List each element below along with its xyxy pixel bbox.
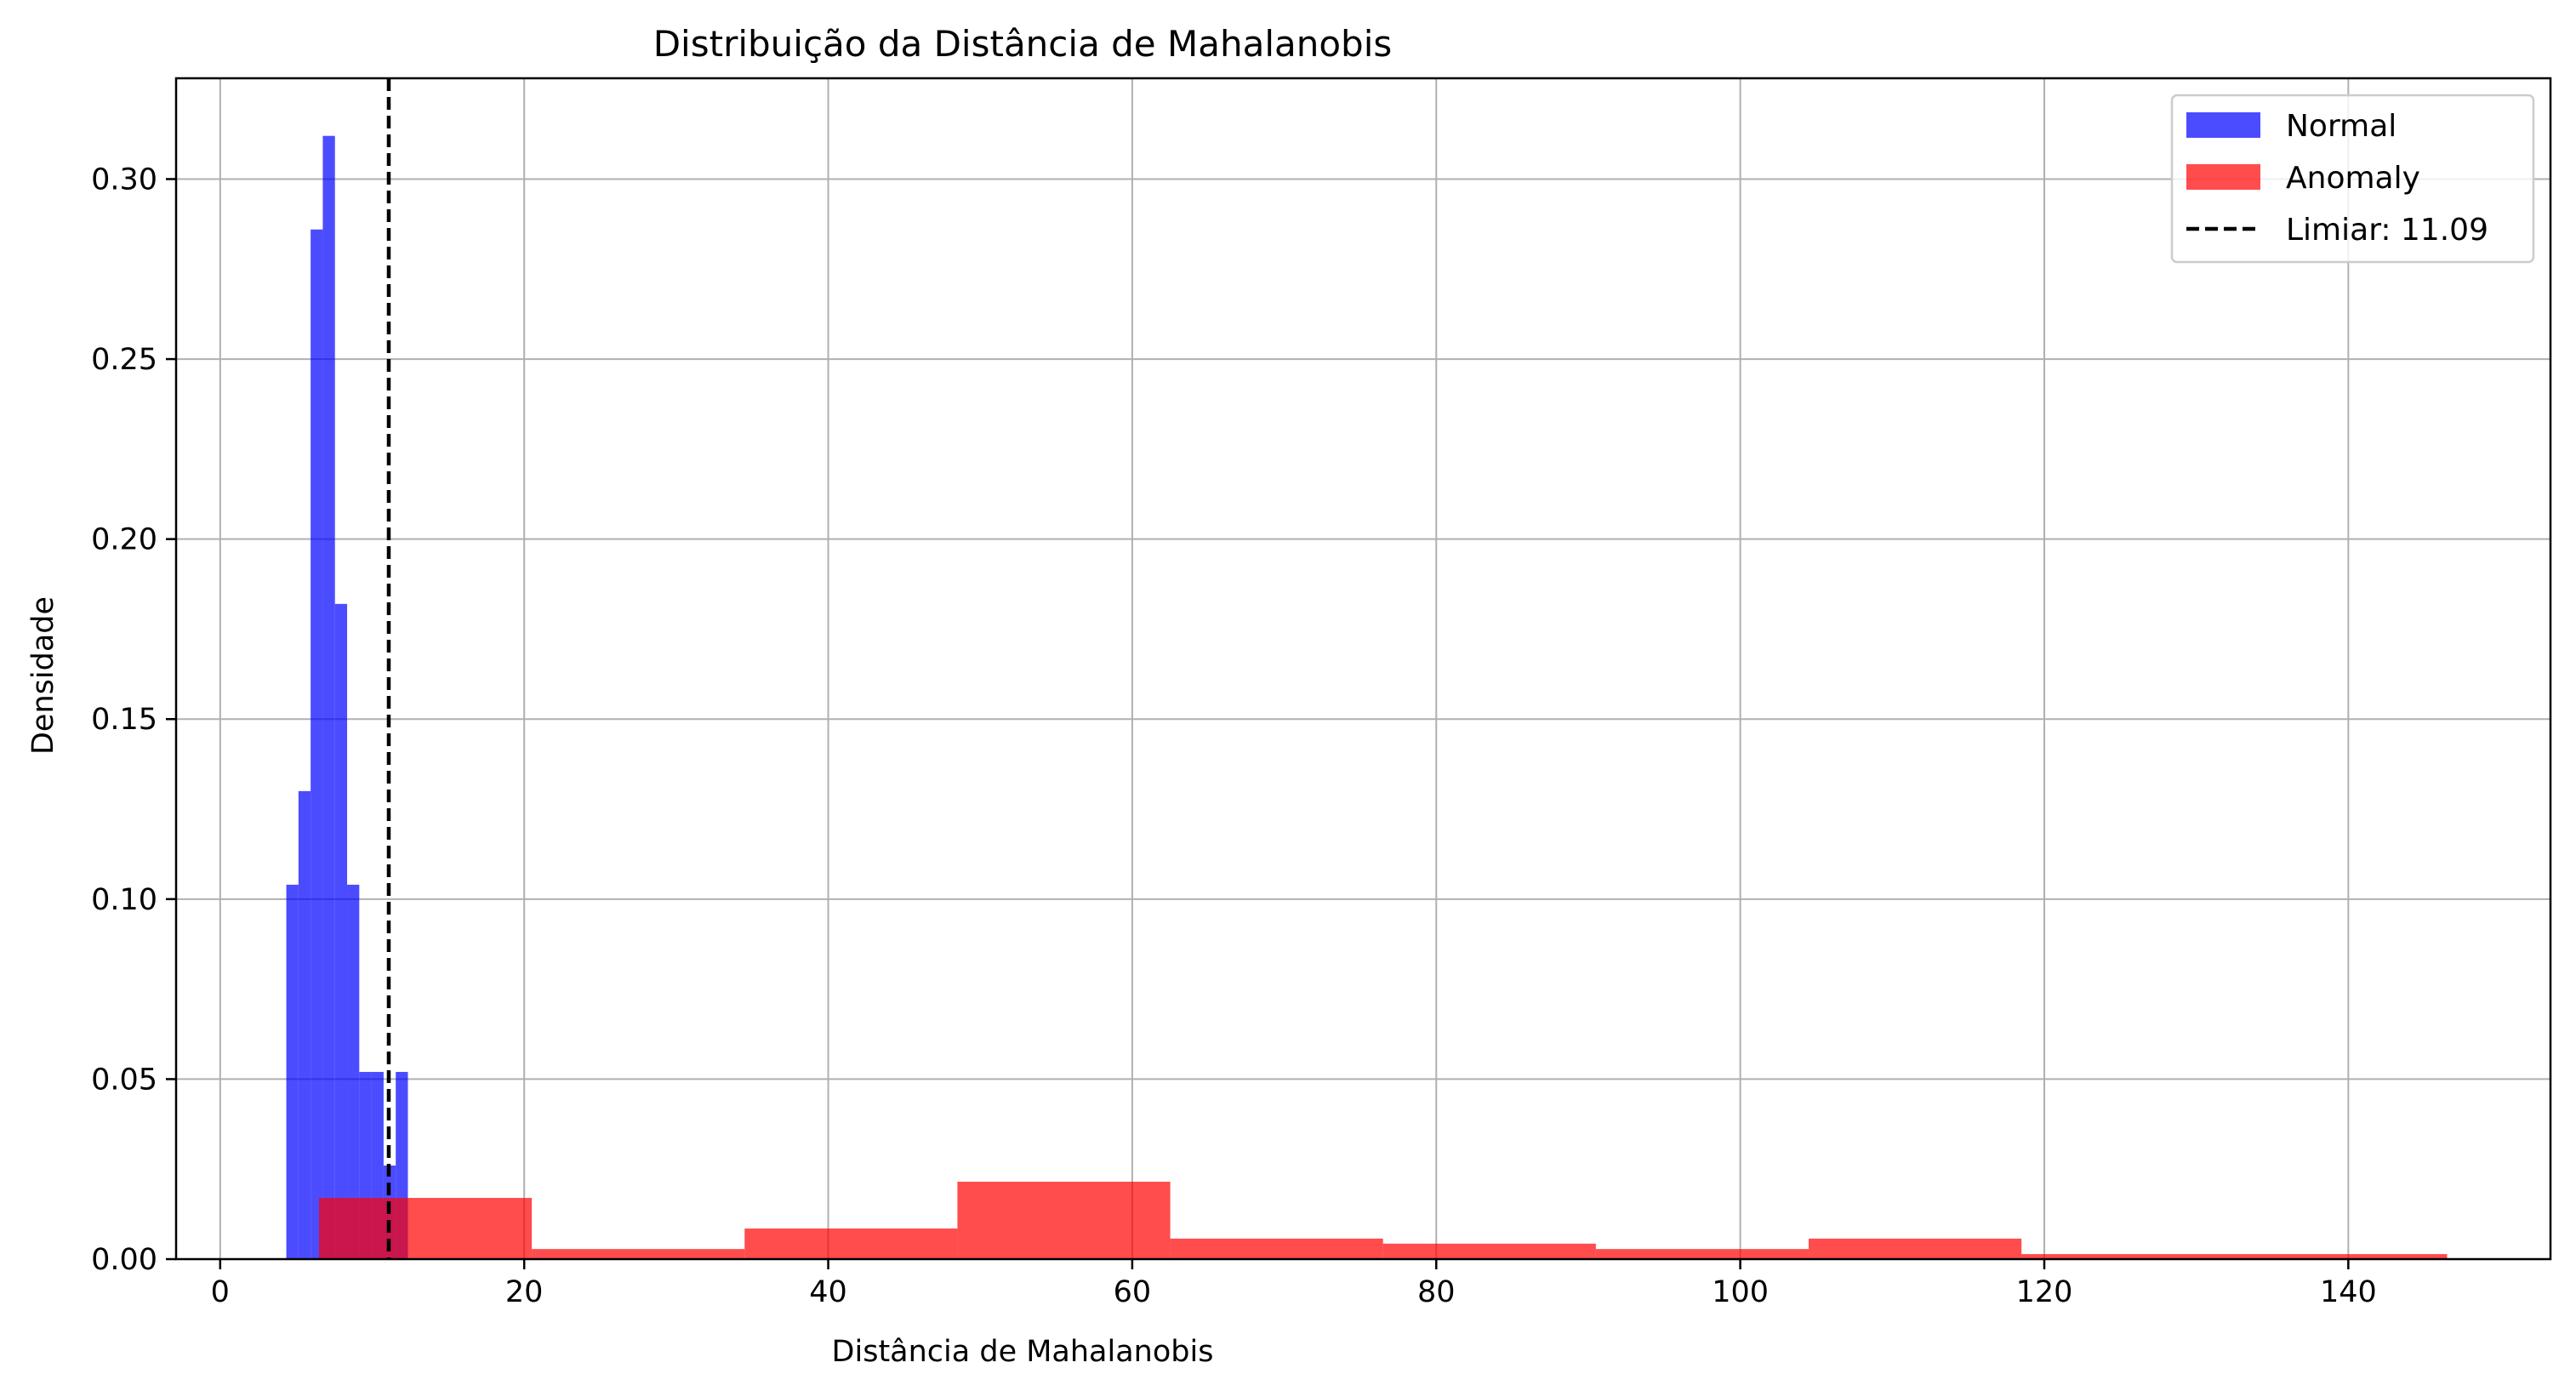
chart-title: Distribuição da Distância de Mahalanobis [653,23,1393,65]
anomaly-series-bars [318,1182,2448,1259]
normal-series-bars [286,135,408,1260]
x-tick-label-3: 60 [1114,1275,1152,1309]
legend-swatch-normal [2186,112,2260,138]
y-axis-ticks: 0.00 0.05 0.10 0.15 0.20 0.25 0.30 [91,162,176,1277]
legend-box [2170,94,2535,264]
anomaly-bar-2 [744,1229,958,1259]
x-tick-label-6: 120 [2016,1275,2073,1309]
y-tick-label-0: 0.00 [91,1243,157,1277]
x-tick-label-0: 0 [211,1275,230,1309]
x-axis-ticks: 0 20 40 60 80 100 120 140 [211,1259,2377,1309]
anomaly-bar-1 [532,1249,745,1259]
x-tick-label-2: 40 [809,1275,847,1309]
legend: Normal Anomaly Limiar: 11.09 [2170,94,2535,264]
anomaly-bar-4 [1170,1238,1383,1259]
legend-label-anomaly: Anomaly [2286,161,2420,196]
x-axis-label: Distância de Mahalanobis [832,1335,1214,1369]
anomaly-bar-7 [1809,1238,2022,1259]
anomaly-bar-8 [2021,1254,2448,1259]
y-axis-label: Densidade [26,596,60,755]
normal-bar-3 [322,135,335,1260]
normal-bar-1 [298,790,311,1259]
x-tick-label-7: 140 [2320,1275,2377,1309]
y-tick-label-5: 0.25 [91,343,157,377]
anomaly-bar-5 [1382,1243,1596,1259]
normal-bar-4 [334,603,348,1259]
plot-frame [174,77,2552,1261]
normal-bar-2 [311,229,323,1260]
legend-label-normal: Normal [2286,109,2396,144]
x-tick-label-1: 20 [505,1275,544,1309]
y-tick-label-4: 0.20 [91,523,157,557]
anomaly-bar-3 [957,1182,1171,1259]
x-tick-label-4: 80 [1417,1275,1456,1309]
normal-bar-5 [347,884,360,1259]
y-tick-label-3: 0.15 [91,703,157,737]
y-tick-label-2: 0.10 [91,883,157,917]
anomaly-bar-6 [1595,1249,1809,1259]
x-tick-label-5: 100 [1712,1275,1769,1309]
y-tick-label-1: 0.05 [91,1063,157,1097]
anomaly-bar-0 [318,1198,533,1259]
y-tick-label-6: 0.30 [91,162,157,197]
legend-label-threshold: Limiar: 11.09 [2286,213,2488,248]
normal-bar-0 [286,884,299,1259]
legend-swatch-anomaly [2186,164,2260,190]
